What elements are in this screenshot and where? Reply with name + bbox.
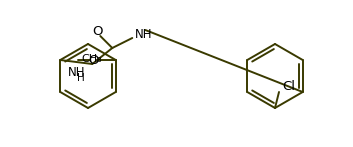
Text: O: O [92,25,102,37]
Text: O: O [89,54,99,66]
Text: H: H [77,73,85,83]
Text: NH: NH [68,66,86,78]
Text: NH: NH [135,27,153,41]
Text: Cl: Cl [282,80,295,92]
Text: CH₃: CH₃ [82,54,102,64]
